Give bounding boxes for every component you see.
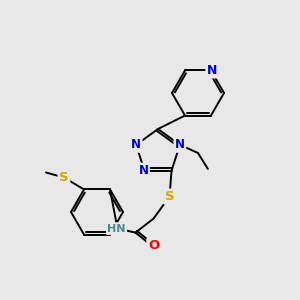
Text: S: S [59, 171, 69, 184]
Text: O: O [148, 239, 159, 252]
Text: S: S [165, 190, 174, 203]
Text: HN: HN [107, 224, 126, 234]
Text: N: N [131, 138, 141, 152]
Text: N: N [175, 138, 185, 152]
Text: N: N [139, 164, 148, 177]
Text: N: N [207, 64, 217, 77]
